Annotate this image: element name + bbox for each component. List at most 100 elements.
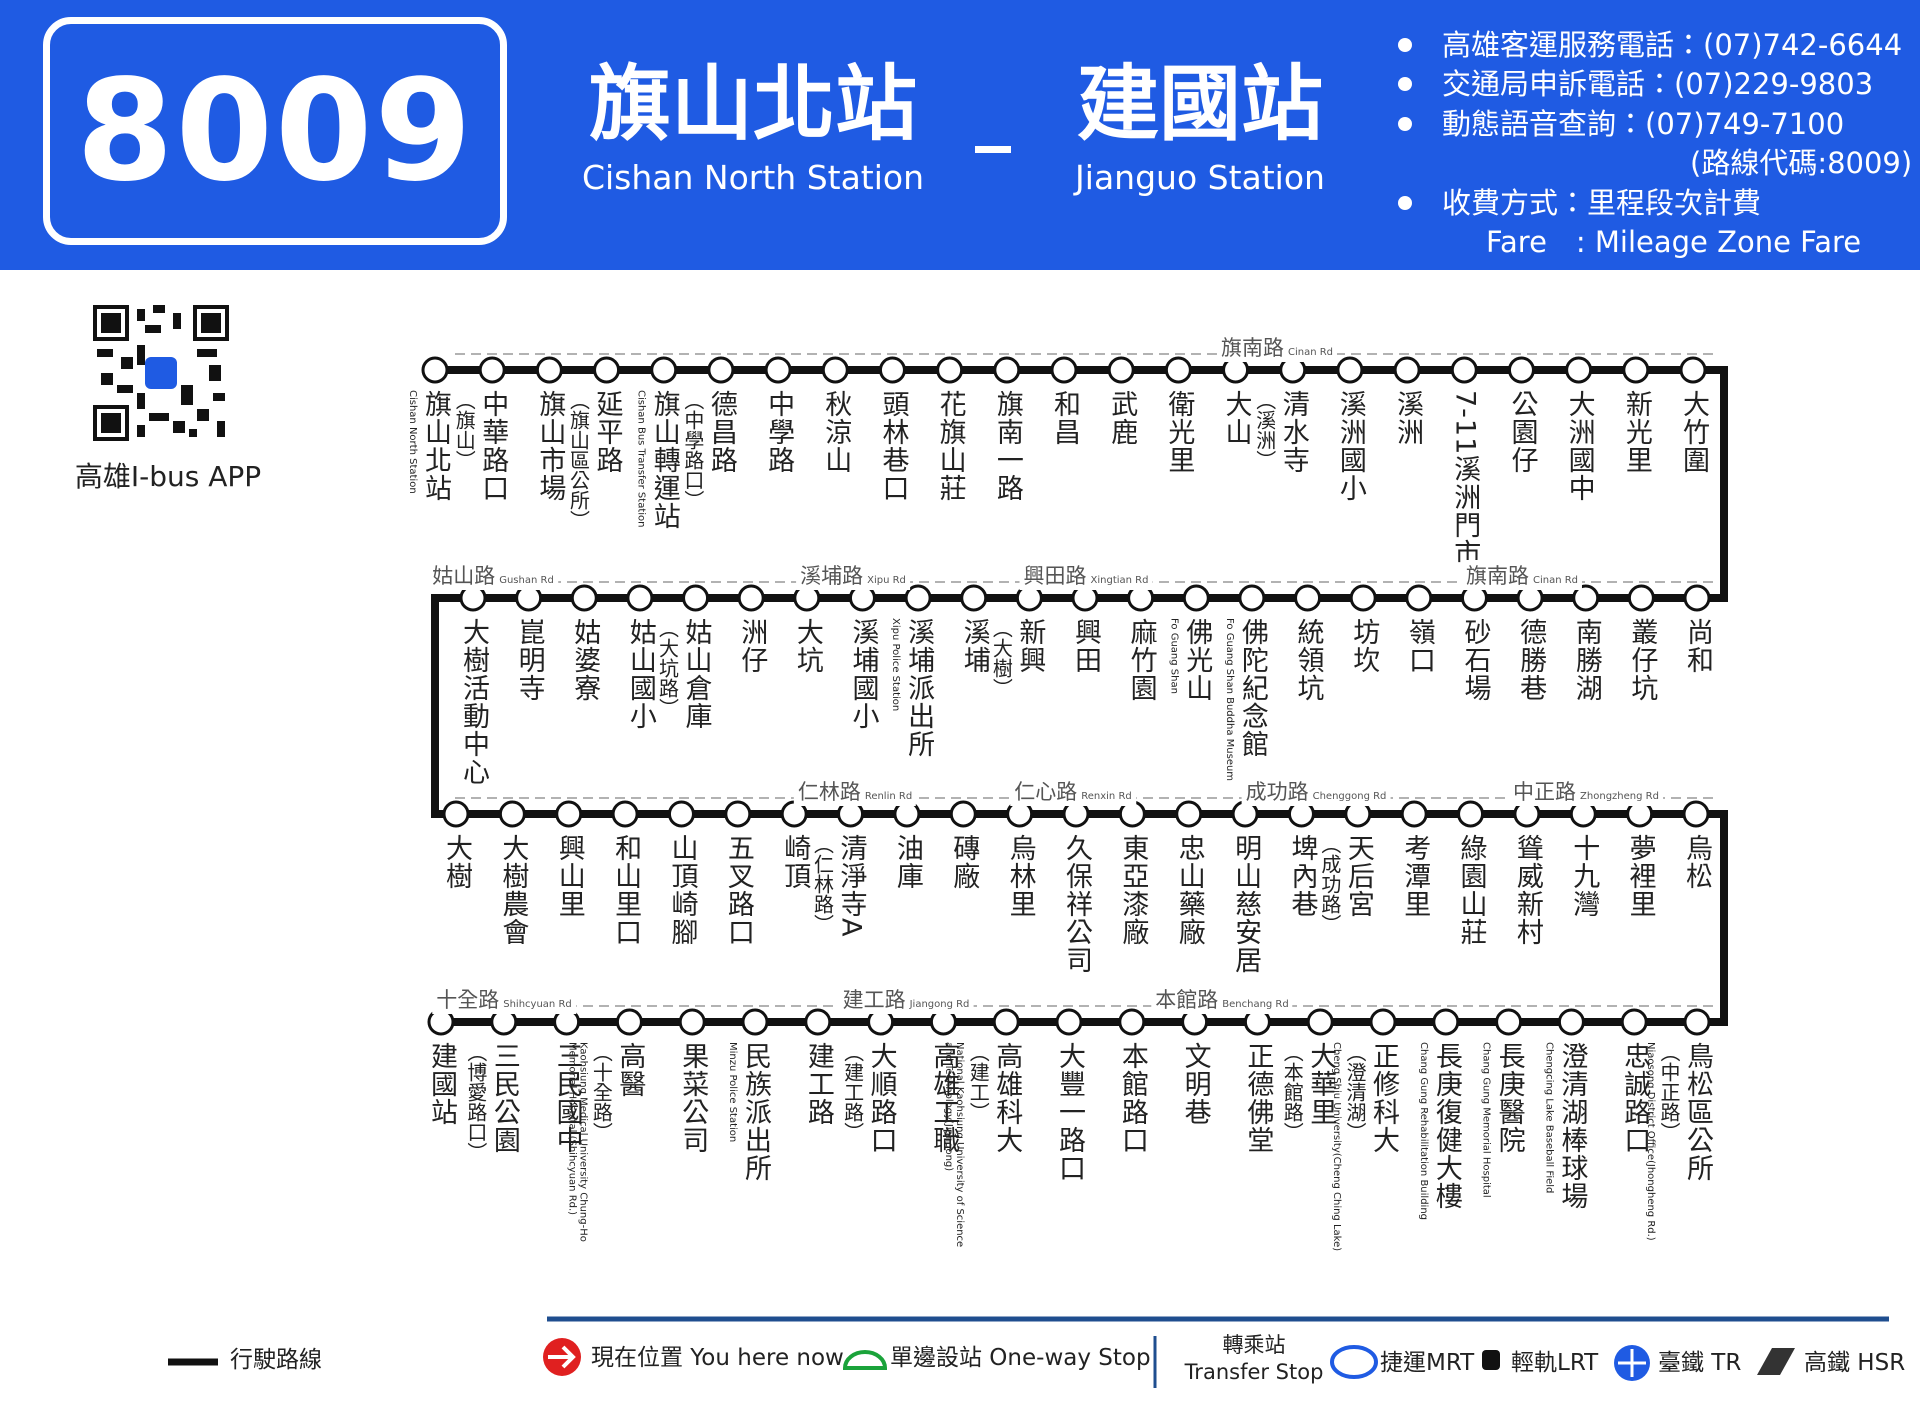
stop-name: 大坑 bbox=[791, 618, 823, 674]
stop-node bbox=[498, 800, 526, 828]
stop-label: 麻竹園 bbox=[1126, 618, 1157, 702]
stop-en: Fo Guang Shan Buddha Museum bbox=[1223, 618, 1235, 782]
stop-node bbox=[993, 356, 1021, 384]
stop-label: 溪埔 bbox=[959, 618, 990, 674]
stop-name: 三民公園 bbox=[488, 1042, 520, 1154]
stop-name: 夢裡里 bbox=[1624, 834, 1656, 918]
road-label: 成功路 Chenggong Rd bbox=[1241, 776, 1391, 806]
stop-name: 建國站 bbox=[426, 1042, 457, 1126]
stop-label: 大坑 bbox=[791, 618, 823, 674]
stop-label: 高醫 （十全路） Kaohsiung Medical University Chun… bbox=[566, 1042, 645, 1257]
stop-node bbox=[1400, 800, 1428, 828]
road-zh: 十全路 bbox=[436, 988, 500, 1012]
stop-name: 十九灣 bbox=[1568, 834, 1600, 918]
stop-name: 佛陀紀念館 bbox=[1236, 618, 1268, 758]
destination-en: Jianguo Station bbox=[1075, 158, 1325, 198]
header: 8009 旗山北站 Cishan North Station - 建國站 Jia… bbox=[0, 0, 1920, 270]
road-label: 十全路 Shihcyuan Rd bbox=[432, 984, 576, 1014]
road-en: Cinan Rd bbox=[1532, 575, 1579, 586]
road-en: Benchang Rd bbox=[1222, 999, 1289, 1010]
bullet bbox=[1398, 77, 1412, 91]
stop-label: 大山 bbox=[1221, 390, 1252, 446]
stop-node bbox=[992, 1008, 1020, 1036]
road-label: 建工路 Jiangong Rd bbox=[838, 984, 974, 1014]
stop-label: 新興 （大樹） bbox=[989, 618, 1045, 698]
road-label: 旗南路 Cinan Rd bbox=[1216, 332, 1338, 362]
stop-label: 溪埔派出所 Xipu Police Station bbox=[890, 618, 934, 758]
stop-label: 正修科大 （澄清湖） Cheng Shiu University(Cheng Chi… bbox=[1331, 1042, 1399, 1251]
stop-name: 大竹圍 bbox=[1678, 390, 1709, 474]
stop-note: （旗山區公所） bbox=[566, 390, 591, 530]
stop-node bbox=[442, 800, 470, 828]
stop-label: 大順路口 （建工路） bbox=[841, 1042, 897, 1154]
stop-node bbox=[626, 584, 654, 612]
stop-name: 大樹活動中心 bbox=[458, 618, 489, 786]
stop-name: 旗南一路 bbox=[991, 390, 1023, 502]
info-line: 交通局申訴電話：(07)229-9803 bbox=[1442, 67, 1874, 101]
stop-name: 大華里 bbox=[1305, 1042, 1337, 1126]
stop-name: 綠園山莊 bbox=[1455, 834, 1487, 946]
stop-label: 大樹活動中心 bbox=[458, 618, 489, 786]
stop-node bbox=[1432, 1008, 1460, 1036]
stop-label: 統領坑 bbox=[1293, 618, 1324, 702]
stop-name: 鳥松區公所 bbox=[1682, 1042, 1713, 1182]
stop-label: 文明巷 bbox=[1180, 1042, 1211, 1126]
stop-en: Minzu Police Station bbox=[727, 1042, 738, 1143]
stop-label: 夢裡里 bbox=[1624, 834, 1656, 918]
road-en: Chenggong Rd bbox=[1312, 791, 1387, 802]
info-line: 高雄客運服務電話：(07)742-6644 bbox=[1442, 28, 1903, 62]
road-label: 旗南路 Cinan Rd bbox=[1461, 560, 1583, 590]
stop-en: Chengcing Lake Baseball Field bbox=[1543, 1042, 1555, 1194]
stop-label: 姑山國小 bbox=[625, 618, 656, 730]
stop-note: （建工） bbox=[966, 1042, 991, 1122]
stop-node bbox=[1294, 584, 1322, 612]
info-line: 動態語音查詢：(07)749-7100 bbox=[1442, 107, 1845, 141]
road-label: 仁林路 Renlin Rd bbox=[793, 776, 917, 806]
stop-label: 果菜公司 bbox=[677, 1042, 708, 1154]
stop-name: 高雄科大 bbox=[991, 1042, 1023, 1154]
stop-name: 衛光里 bbox=[1163, 390, 1195, 474]
road-zh: 興田路 bbox=[1023, 564, 1087, 588]
stop-label: 大華里 （本館路） bbox=[1280, 1042, 1337, 1142]
road-zh: 中正路 bbox=[1513, 780, 1577, 804]
stop-label: 明山慈安居 bbox=[1230, 834, 1261, 974]
stop-label: 磚廠 bbox=[948, 834, 979, 890]
stop-node bbox=[1164, 356, 1192, 384]
stop-name: 清淨寺A bbox=[835, 834, 867, 938]
stop-node bbox=[1118, 1008, 1146, 1036]
stop-node bbox=[667, 800, 695, 828]
stop-label: 叢仔坑 bbox=[1626, 618, 1658, 702]
stop-name: 忠山藥廠 bbox=[1173, 834, 1205, 946]
stop-label: 山頂崎腳 bbox=[666, 834, 697, 946]
road-en: Renxin Rd bbox=[1081, 791, 1132, 802]
stop-label: 崑明寺 bbox=[513, 618, 545, 702]
stop-name: 長庚醫院 bbox=[1493, 1042, 1525, 1154]
road-label: 姑山路 Gushan Rd bbox=[428, 560, 558, 590]
stop-label: 考潭里 bbox=[1399, 834, 1430, 918]
stop-name: 溪洲國小 bbox=[1334, 390, 1366, 502]
stop-name: 大樹農會 bbox=[497, 834, 529, 946]
stop-label: 花旗山莊 bbox=[935, 390, 966, 502]
stop-name: 長庚復健大樓 bbox=[1430, 1042, 1462, 1210]
road-label: 溪埔路 Xipu Rd bbox=[796, 560, 910, 590]
stop-label: 旗山轉運站 Cishan Bus Transfer Station bbox=[636, 390, 680, 530]
stop-name: 崑明寺 bbox=[513, 618, 545, 702]
stop-label: 旗山北站 Cishan North Station bbox=[407, 390, 451, 502]
legend-here: 現在位置 You here now bbox=[591, 1345, 844, 1371]
tr-mark bbox=[1618, 1349, 1646, 1377]
stop-name: 7-11溪洲門市 bbox=[1449, 390, 1481, 568]
stop-node bbox=[741, 1008, 769, 1036]
stop-name: 德勝巷 bbox=[1515, 618, 1547, 702]
stop-label: 忠誠路口 bbox=[1619, 1042, 1650, 1154]
stop-note: （仁林路） bbox=[810, 834, 835, 934]
road-zh: 仁心路 bbox=[1014, 780, 1078, 804]
stop-label: 五叉路口 bbox=[723, 834, 754, 946]
stop-name: 叢仔坑 bbox=[1626, 618, 1658, 702]
stop-label: 本館路口 bbox=[1116, 1042, 1148, 1154]
stop-label: 鳥松區公所 （中正路） Niaosong District Office(Jhong… bbox=[1645, 1042, 1713, 1241]
stop-name: 本館路口 bbox=[1116, 1042, 1148, 1154]
stop-name: 澄清湖棒球場 bbox=[1556, 1042, 1588, 1210]
stop-label: 十九灣 bbox=[1568, 834, 1600, 918]
